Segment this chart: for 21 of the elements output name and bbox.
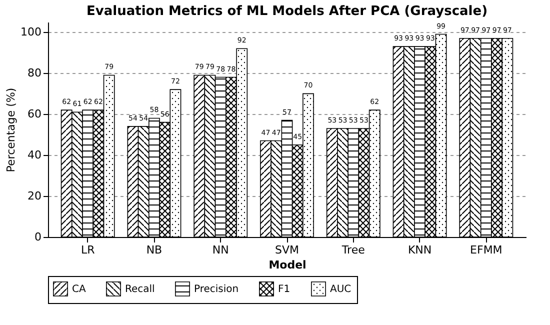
legend-label: CA	[72, 284, 86, 295]
y-tick-label: 40	[28, 148, 42, 162]
y-tick-label: 60	[28, 108, 42, 121]
y-tick-label: 0	[34, 230, 42, 244]
legend-label: F1	[278, 284, 290, 295]
x-tick-label: SVM	[275, 244, 299, 256]
x-tick-label: KNN	[408, 244, 432, 256]
legend-label: Precision	[194, 284, 239, 295]
x-tick-label: EFMM	[470, 244, 502, 256]
x-tick-label: Tree	[340, 244, 366, 256]
y-tick-label: 80	[28, 66, 42, 80]
chart-title: Evaluation Metrics of ML Models After PCA (Grayscale)	[86, 4, 488, 19]
x-axis-title: Model	[268, 258, 306, 272]
x-tick-label: LR	[80, 244, 96, 256]
x-tick-label: NN	[212, 244, 229, 256]
y-tick-label: 20	[28, 190, 42, 203]
y-tick-label: 100	[20, 26, 42, 39]
legend-label: Recall	[125, 284, 155, 295]
x-tick-label: NB	[146, 244, 162, 256]
legend-label: AUC	[330, 284, 352, 295]
y-axis-title: Percentage (%)	[4, 88, 18, 172]
